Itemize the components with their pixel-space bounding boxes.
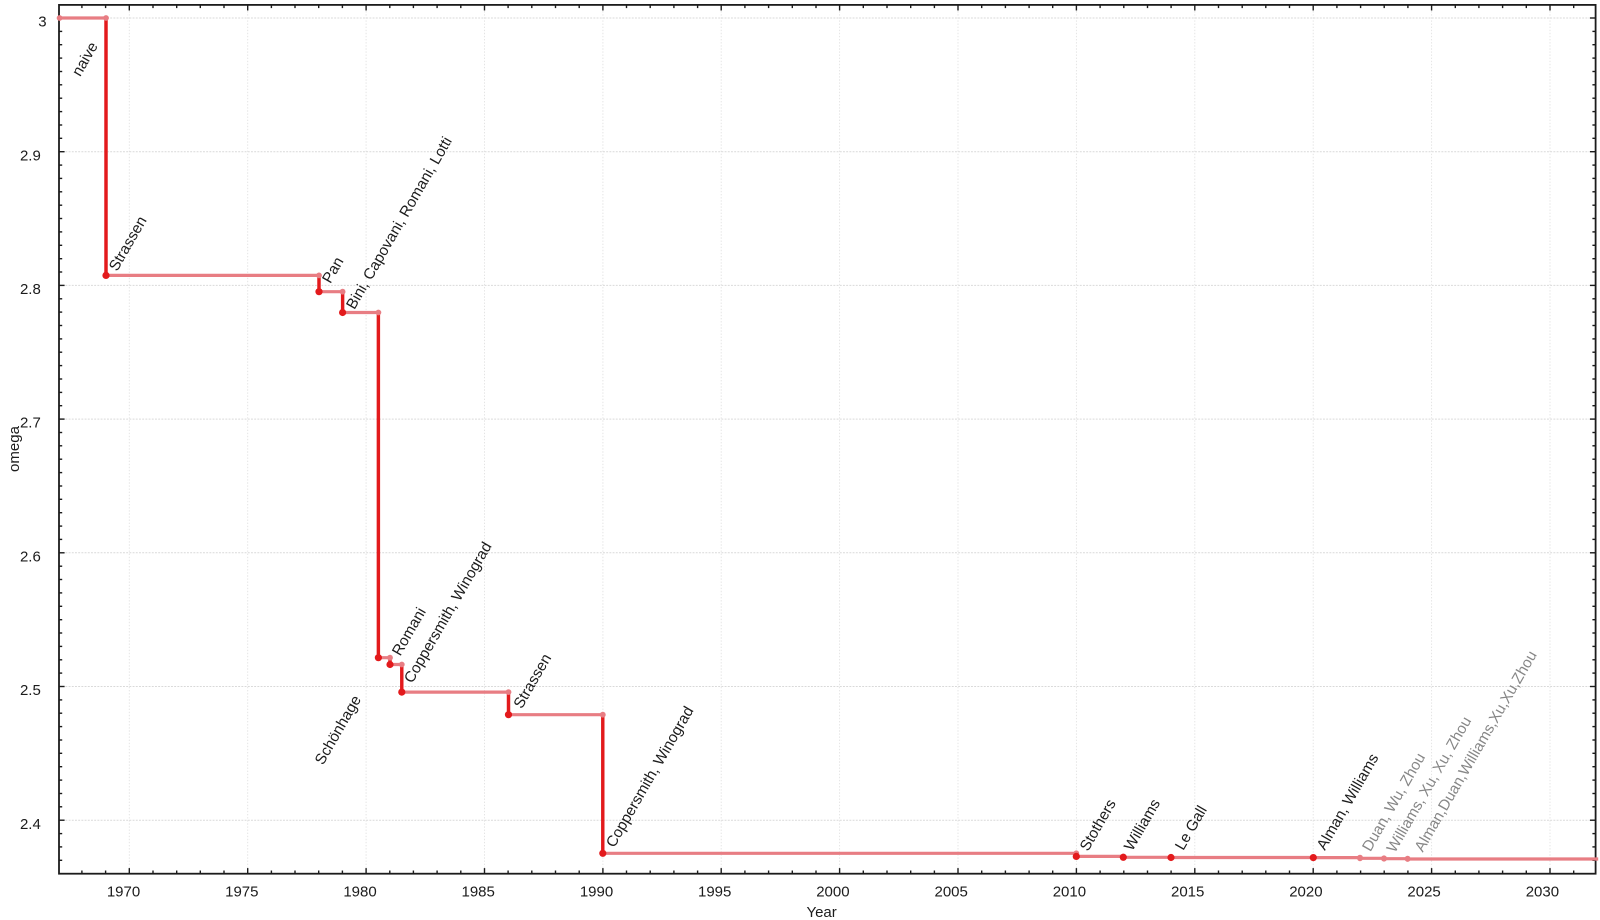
svg-text:2020: 2020 [1289,884,1322,901]
svg-text:2025: 2025 [1407,884,1440,901]
svg-text:2.8: 2.8 [20,281,41,298]
svg-text:1990: 1990 [580,884,613,901]
svg-text:2.9: 2.9 [20,147,41,164]
svg-text:2.7: 2.7 [20,415,41,432]
svg-text:1985: 1985 [462,884,495,901]
svg-text:2000: 2000 [816,884,849,901]
svg-text:2005: 2005 [935,884,968,901]
svg-text:3: 3 [38,14,46,31]
svg-text:2.4: 2.4 [20,816,41,833]
svg-text:2.6: 2.6 [20,548,41,565]
svg-text:1995: 1995 [698,884,731,901]
svg-text:1980: 1980 [343,884,376,901]
svg-text:2030: 2030 [1526,884,1559,901]
svg-text:1970: 1970 [107,884,140,901]
svg-text:Year: Year [806,904,836,920]
svg-text:2015: 2015 [1171,884,1204,901]
svg-text:2.5: 2.5 [20,682,41,699]
svg-text:omega: omega [6,425,23,472]
svg-text:1975: 1975 [225,884,258,901]
svg-text:2010: 2010 [1053,884,1086,901]
